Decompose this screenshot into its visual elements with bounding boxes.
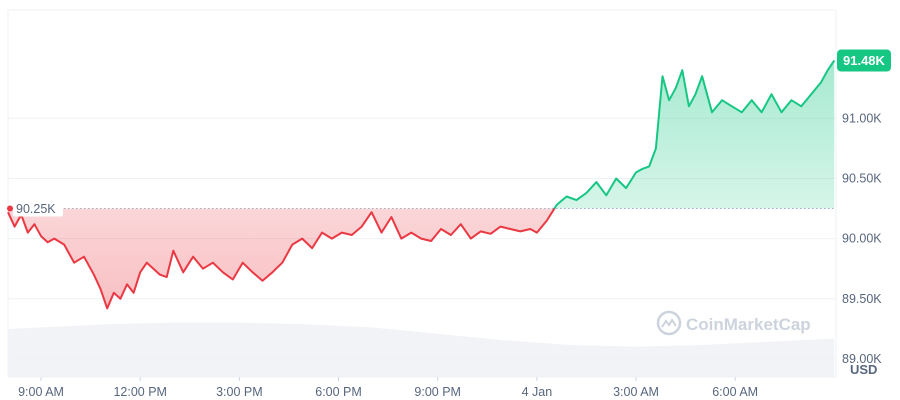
coinmarketcap-watermark: CoinMarketCap bbox=[656, 310, 811, 336]
baseline-marker: 90.25K bbox=[7, 200, 63, 217]
watermark-text: CoinMarketCap bbox=[686, 315, 811, 334]
baseline-dot bbox=[7, 205, 13, 212]
price-line bbox=[7, 59, 836, 310]
x-tick-label: 9:00 PM bbox=[414, 385, 461, 399]
y-tick-label: 89.50K bbox=[842, 292, 882, 306]
y-axis: 91.00K 90.50K 90.00K 89.50K 89.00K bbox=[842, 111, 882, 366]
baseline-label: 90.25K bbox=[16, 202, 56, 216]
x-tick-label: 12:00 PM bbox=[113, 385, 167, 399]
price-line-up bbox=[553, 59, 836, 209]
current-price-badge-background bbox=[837, 49, 891, 72]
baseline-label-background bbox=[13, 200, 63, 217]
x-tick-label: 9:00 AM bbox=[18, 385, 64, 399]
current-price-badge: 91.48K bbox=[837, 49, 891, 72]
x-tick-label: 3:00 AM bbox=[613, 385, 659, 399]
price-area-fills bbox=[8, 60, 835, 309]
y-tick-label: 90.00K bbox=[842, 232, 882, 246]
y-tick-label: 89.00K bbox=[842, 352, 882, 366]
y-tick-label: 90.50K bbox=[842, 171, 882, 185]
x-tick-label: 4 Jan bbox=[522, 385, 553, 399]
price-line-down bbox=[7, 208, 556, 310]
coinmarketcap-logo-icon bbox=[656, 310, 682, 336]
volume-shape bbox=[8, 322, 835, 377]
x-axis: 9:00 AM 12:00 PM 3:00 PM 6:00 PM 9:00 PM 4 Ja… bbox=[18, 377, 758, 399]
x-tick-label: 3:00 PM bbox=[216, 385, 263, 399]
x-tick-label: 6:00 PM bbox=[315, 385, 362, 399]
currency-label: USD bbox=[850, 362, 877, 377]
price-area-above bbox=[8, 60, 835, 209]
price-area-below bbox=[8, 208, 555, 309]
y-tick-label: 91.00K bbox=[842, 111, 882, 125]
x-tick-label: 6:00 AM bbox=[712, 385, 758, 399]
current-price-label: 91.48K bbox=[843, 53, 886, 68]
volume-area bbox=[8, 322, 835, 377]
